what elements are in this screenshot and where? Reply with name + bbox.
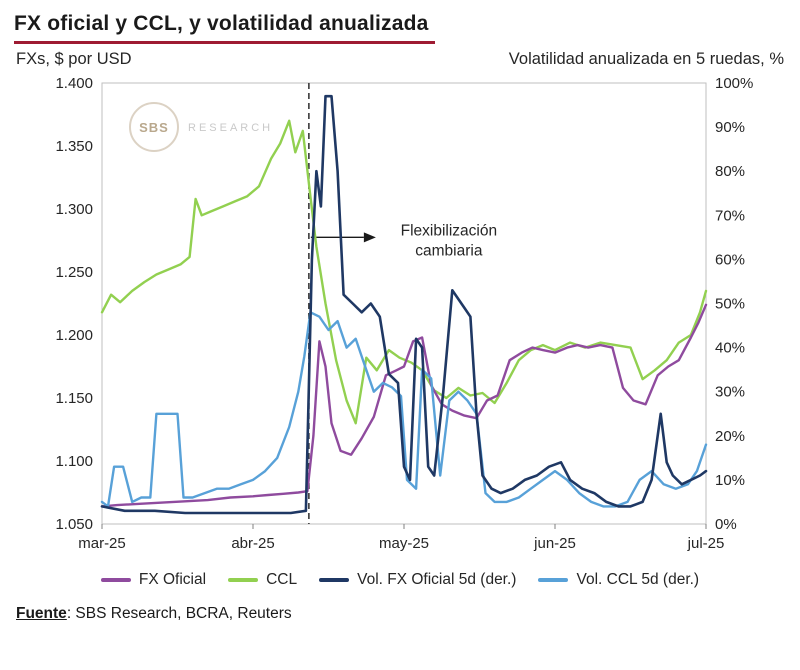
svg-text:1.350: 1.350 [55, 138, 93, 155]
legend-swatch-ccl [228, 578, 259, 582]
svg-text:Flexibilización: Flexibilización [401, 222, 497, 239]
legend-label-vol-fx-oficial: Vol. FX Oficial 5d (der.) [357, 571, 517, 588]
chart-legend: FX Oficial CCL Vol. FX Oficial 5d (der.)… [14, 571, 786, 589]
svg-text:jun-25: jun-25 [533, 535, 576, 552]
report-card: FX oficial y CCL, y volatilidad anualiza… [14, 10, 786, 623]
series-line-3 [100, 311, 708, 508]
right-axis-caption: Volatilidad anualizada en 5 ruedas, % [508, 50, 784, 68]
legend-swatch-vol-ccl [538, 578, 569, 582]
svg-text:cambiaria: cambiaria [415, 242, 483, 259]
svg-text:abr-25: abr-25 [231, 535, 274, 552]
fx-volatility-chart: SBS RESEARCH 1.050 1.100 1.150 1.200 1.250 1.30… [55, 75, 753, 552]
source-text: : SBS Research, BCRA, Reuters [66, 605, 292, 622]
legend-item-vol-fx-oficial: Vol. FX Oficial 5d (der.) [319, 571, 516, 589]
sbs-logo-icon [129, 102, 179, 152]
svg-text:1.100: 1.100 [55, 453, 93, 470]
svg-text:1.150: 1.150 [55, 390, 93, 407]
svg-text:0%: 0% [715, 516, 737, 533]
svg-text:10%: 10% [715, 472, 745, 489]
legend-label-fx-oficial: FX Oficial [138, 571, 207, 588]
svg-text:40%: 40% [715, 340, 745, 357]
svg-text:1.050: 1.050 [55, 516, 93, 533]
svg-text:90%: 90% [715, 119, 745, 136]
series-line-2 [100, 94, 708, 515]
svg-text:80%: 80% [715, 163, 745, 180]
left-axis-caption: FXs, $ por USD [16, 50, 132, 68]
svg-text:SBS: SBS [139, 120, 169, 135]
legend-label-vol-ccl: Vol. CCL 5d (der.) [576, 571, 700, 588]
svg-text:60%: 60% [715, 251, 745, 268]
svg-text:RESEARCH: RESEARCH [188, 122, 273, 134]
page-title: FX oficial y CCL, y volatilidad anualiza… [14, 10, 435, 44]
svg-text:mar-25: mar-25 [78, 535, 126, 552]
svg-text:may-25: may-25 [379, 535, 429, 552]
legend-label-ccl: CCL [266, 571, 298, 588]
legend-swatch-fx-oficial [100, 578, 131, 582]
legend-item-vol-ccl: Vol. CCL 5d (der.) [538, 571, 699, 589]
legend-swatch-vol-fx-oficial [319, 578, 350, 582]
svg-text:30%: 30% [715, 384, 745, 401]
arrow-right-icon [363, 232, 376, 243]
svg-text:1.200: 1.200 [55, 327, 93, 344]
source-note: Fuente: SBS Research, BCRA, Reuters [16, 605, 784, 623]
axis-captions: FXs, $ por USD Volatilidad anualizada en… [16, 50, 784, 69]
legend-item-fx-oficial: FX Oficial [100, 571, 207, 589]
svg-text:100%: 100% [715, 75, 753, 92]
svg-text:20%: 20% [715, 428, 745, 445]
svg-text:50%: 50% [715, 296, 745, 313]
source-label: Fuente [16, 605, 67, 622]
svg-text:1.400: 1.400 [55, 75, 93, 92]
svg-text:70%: 70% [715, 207, 745, 224]
legend-item-ccl: CCL [228, 571, 297, 589]
series-line-1 [100, 119, 708, 425]
series-line-0 [100, 303, 708, 508]
svg-text:jul-25: jul-25 [687, 535, 725, 552]
svg-text:1.250: 1.250 [55, 264, 93, 281]
svg-text:1.300: 1.300 [55, 201, 93, 218]
